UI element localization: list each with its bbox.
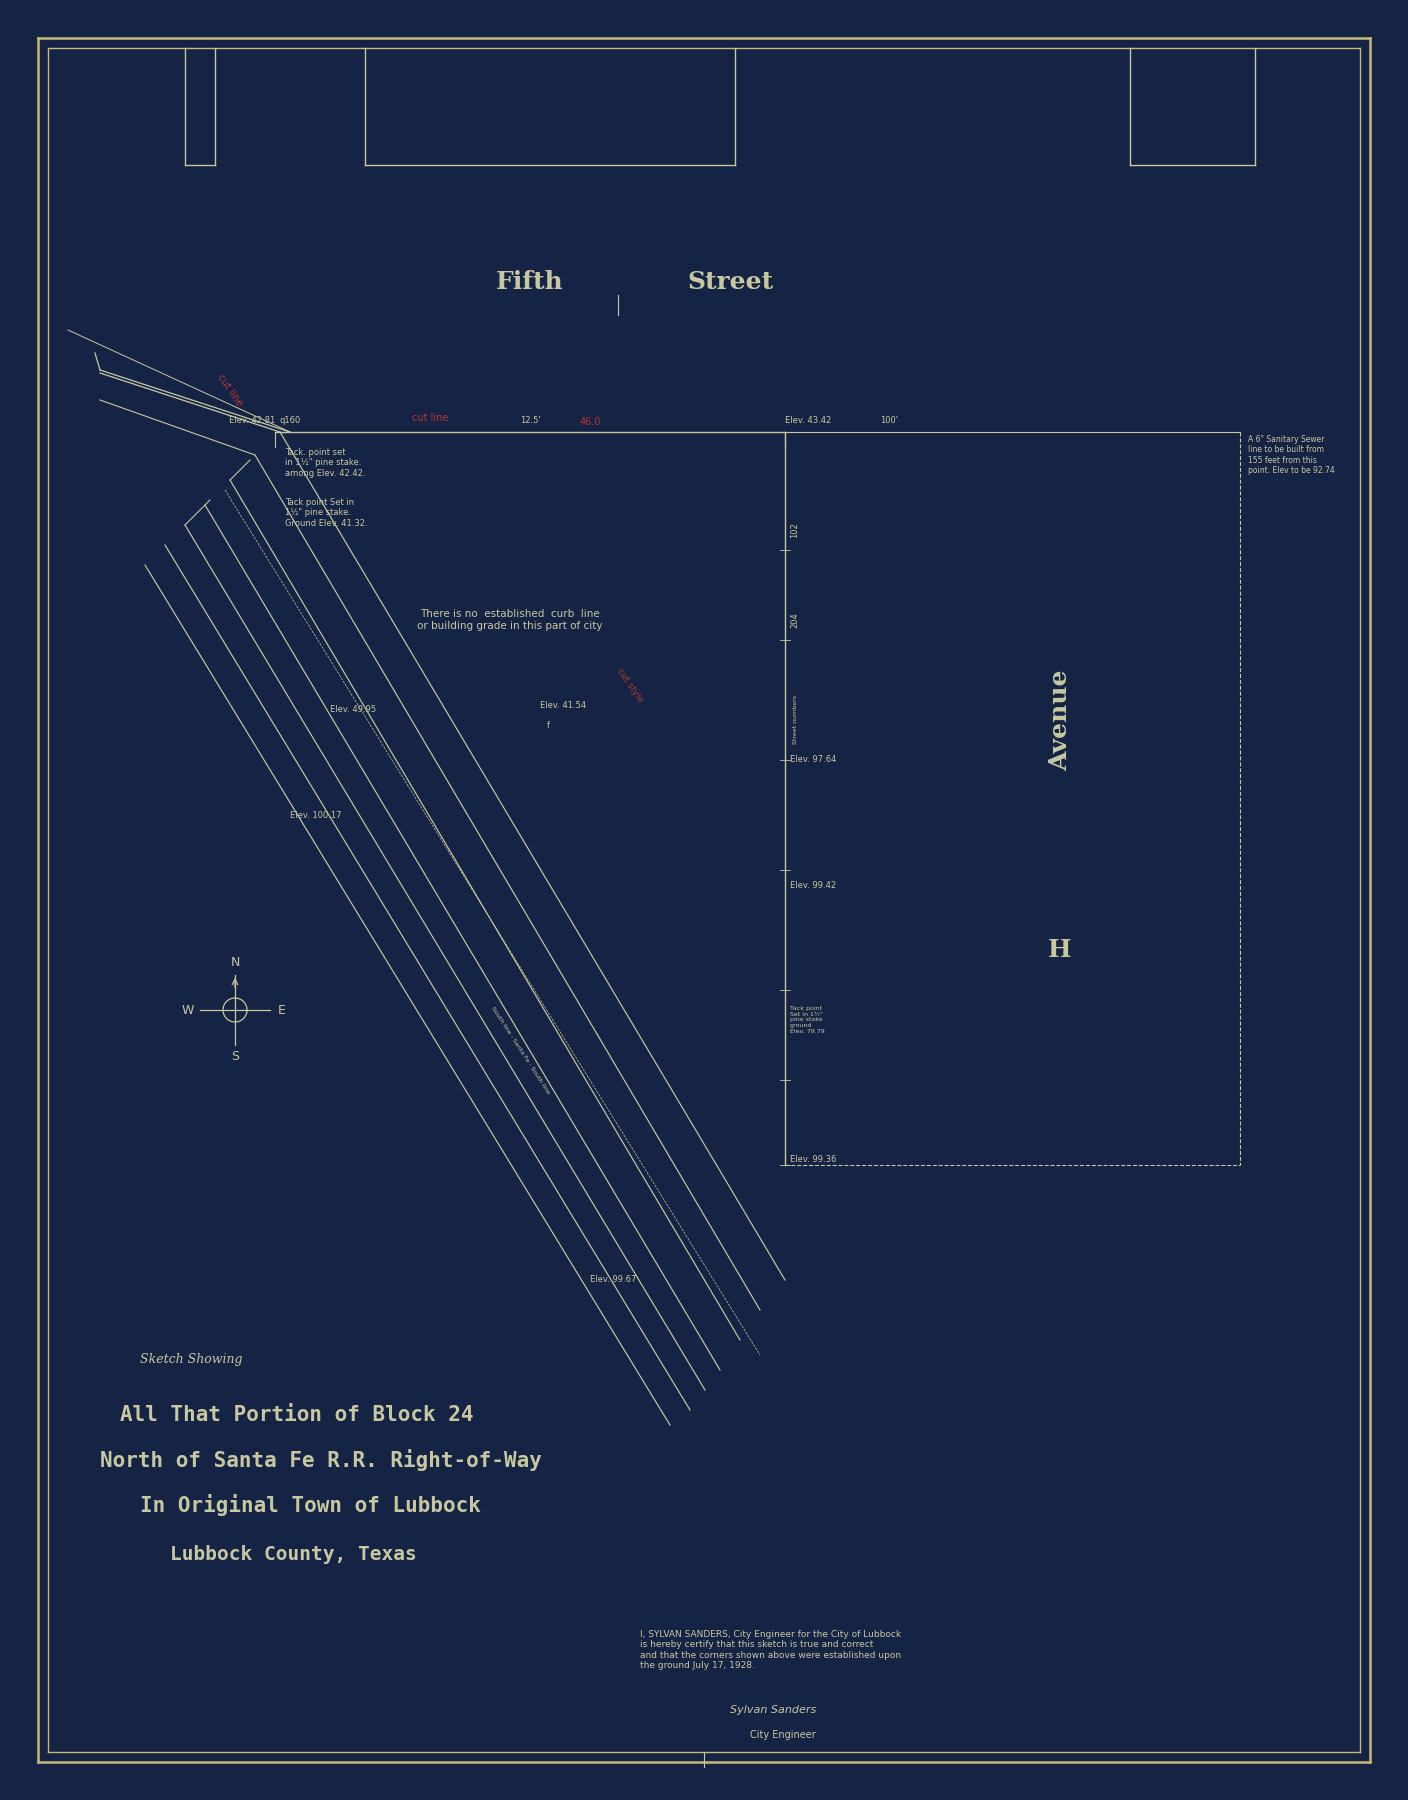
Text: Elev. 41.54: Elev. 41.54: [541, 700, 586, 709]
Text: Elev. 99.42: Elev. 99.42: [790, 880, 836, 889]
Text: Tack point Set in
1½" pine stake.
Ground Elev. 41.32.: Tack point Set in 1½" pine stake. Ground…: [284, 499, 367, 527]
Text: cut line: cut line: [215, 373, 245, 409]
Text: Elev. 99.67: Elev. 99.67: [590, 1276, 636, 1285]
Text: Lubbock County, Texas: Lubbock County, Texas: [170, 1546, 417, 1564]
Text: Elev. 100.17: Elev. 100.17: [290, 810, 342, 819]
Text: E: E: [277, 1004, 286, 1017]
Text: Elev. 43.42: Elev. 43.42: [786, 416, 831, 425]
Text: South line - Santa Fe - South line: South line - Santa Fe - South line: [490, 1006, 551, 1094]
Text: Elev. 99.36: Elev. 99.36: [790, 1156, 836, 1165]
Text: City Engineer: City Engineer: [750, 1730, 815, 1741]
Text: In Original Town of Lubbock: In Original Town of Lubbock: [139, 1494, 482, 1516]
Text: 12.5': 12.5': [520, 416, 541, 425]
Text: 46.0: 46.0: [579, 418, 601, 427]
Text: f: f: [546, 720, 549, 729]
Text: Street numbers: Street numbers: [793, 695, 798, 745]
Text: cut style: cut style: [615, 666, 645, 704]
Text: Elev. 42.81: Elev. 42.81: [228, 416, 275, 425]
Text: 204: 204: [790, 612, 798, 628]
Text: Tack point
Set in 1½"
pine stake
ground
Elev. 79.79: Tack point Set in 1½" pine stake ground …: [790, 1006, 825, 1033]
Text: Sketch Showing: Sketch Showing: [139, 1354, 242, 1366]
Text: All That Portion of Block 24: All That Portion of Block 24: [120, 1406, 473, 1426]
Text: Elev. 97.64: Elev. 97.64: [790, 756, 836, 765]
Text: 102: 102: [790, 522, 798, 538]
Text: Avenue: Avenue: [1048, 670, 1071, 770]
Text: S: S: [231, 1051, 239, 1064]
Text: Sylvan Sanders: Sylvan Sanders: [729, 1705, 817, 1715]
Text: 100': 100': [880, 416, 898, 425]
Text: North of Santa Fe R.R. Right-of-Way: North of Santa Fe R.R. Right-of-Way: [100, 1449, 542, 1471]
Text: Elev. 49.95: Elev. 49.95: [329, 706, 376, 715]
Text: q160: q160: [280, 416, 301, 425]
Text: N: N: [231, 956, 239, 970]
Text: cut line: cut line: [411, 412, 448, 423]
Text: W: W: [182, 1004, 194, 1017]
Text: Fifth: Fifth: [496, 270, 563, 293]
Text: Street: Street: [687, 270, 773, 293]
Text: There is no  established  curb  line
or building grade in this part of city: There is no established curb line or bui…: [417, 608, 603, 630]
Text: Tack. point set
in 1½" pine stake.
among Elev. 42.42.: Tack. point set in 1½" pine stake. among…: [284, 448, 366, 477]
Text: H: H: [1048, 938, 1071, 961]
Text: I, SYLVAN SANDERS, City Engineer for the City of Lubbock
is hereby certify that : I, SYLVAN SANDERS, City Engineer for the…: [641, 1631, 901, 1670]
Text: A 6" Sanitary Sewer
line to be built from
155 feet from this
point. Elev to be 9: A 6" Sanitary Sewer line to be built fro…: [1247, 436, 1335, 475]
